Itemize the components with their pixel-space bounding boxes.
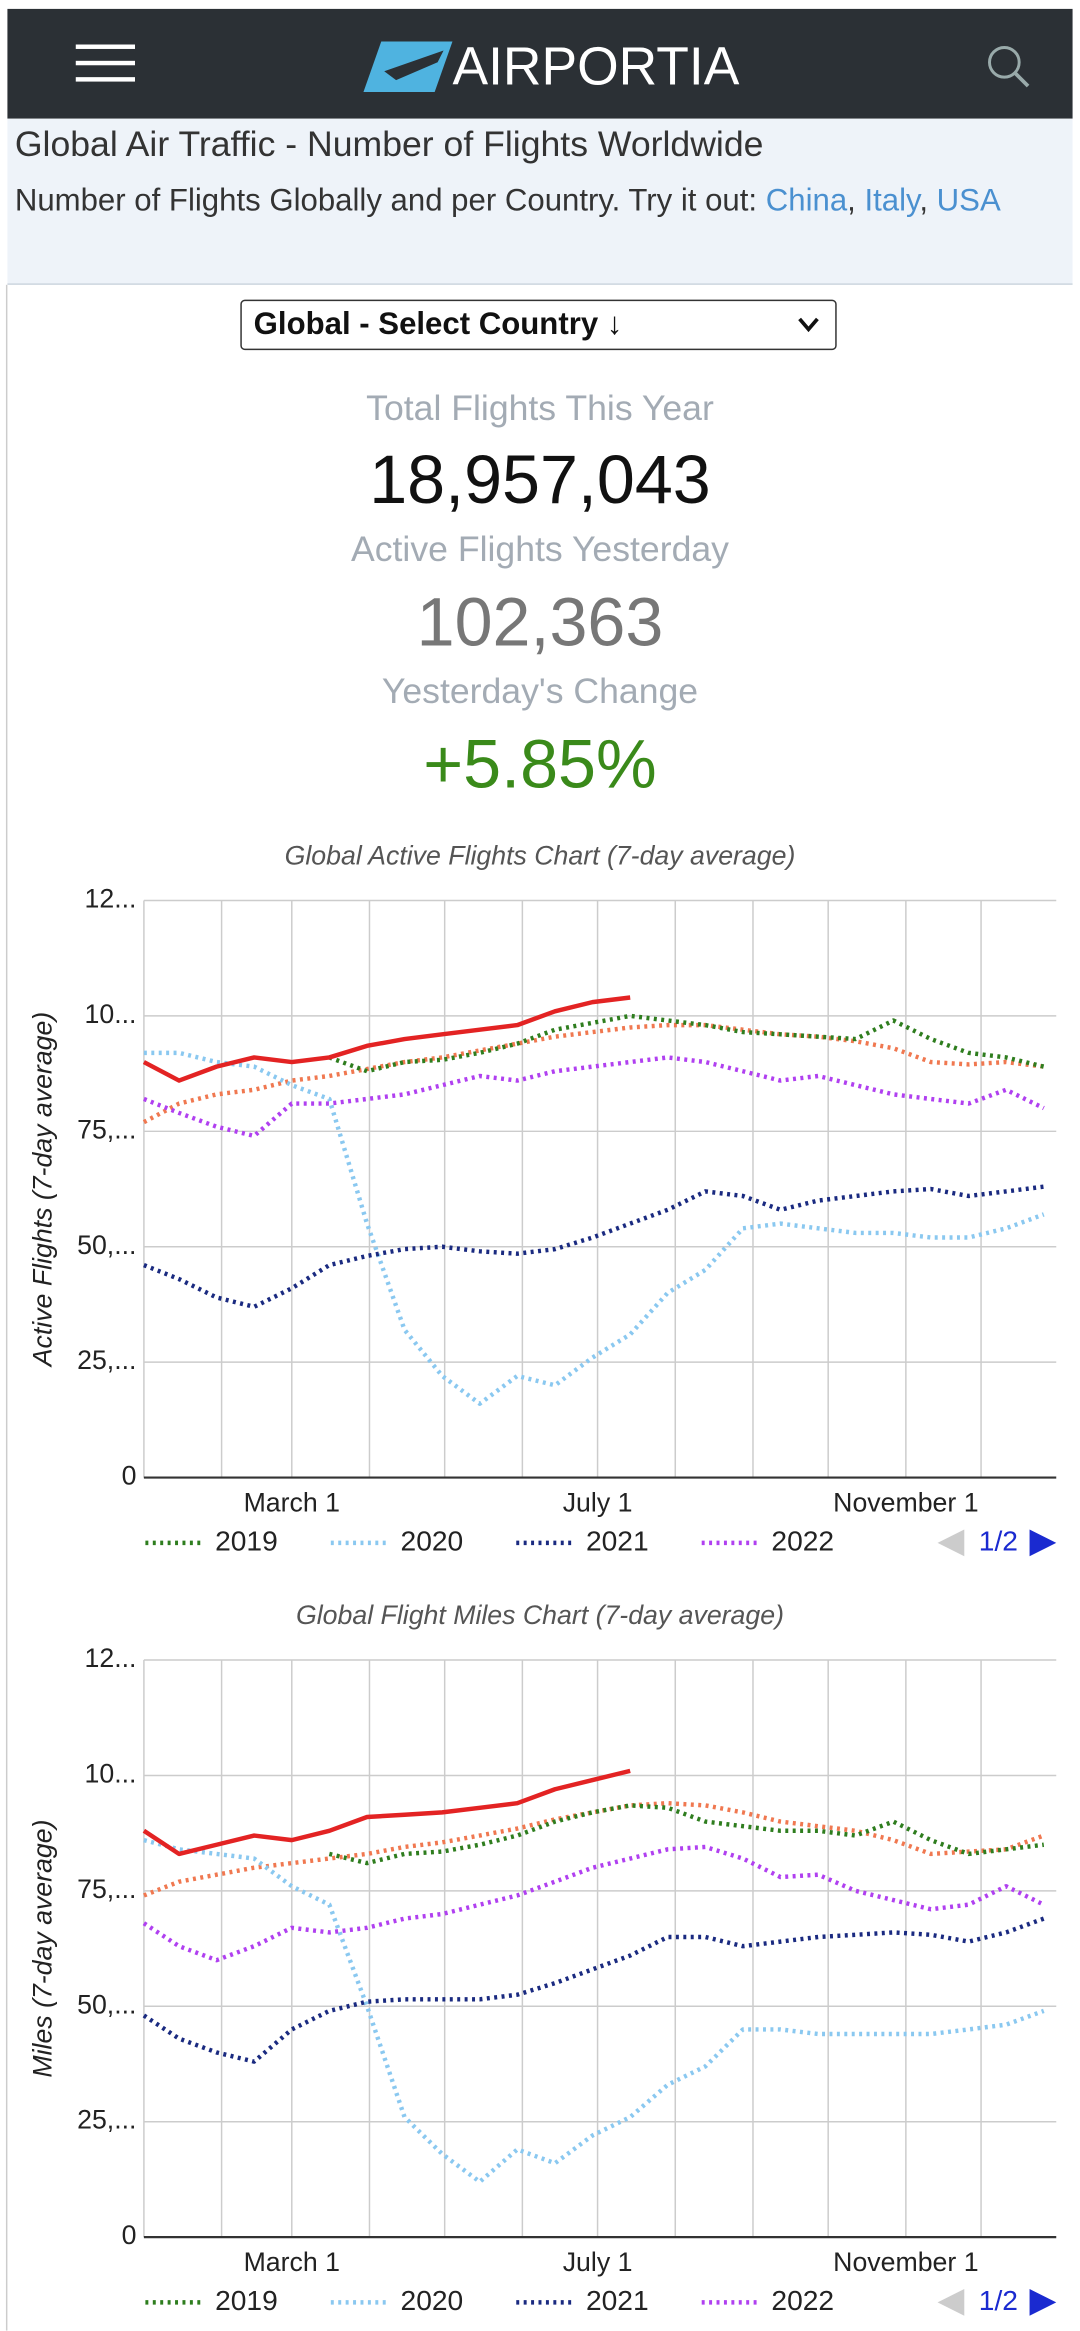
legend-label: 2020 <box>401 1524 464 1556</box>
stat-label: Active Flights Yesterday <box>350 529 730 570</box>
stat-value: 102,363 <box>416 583 664 661</box>
series-line <box>143 1800 1045 1898</box>
intro: Global Air Traffic - Number of Flights W… <box>7 118 1073 285</box>
page-subtitle: Number of Flights Globally and per Count… <box>15 178 1068 225</box>
separator: , <box>919 183 928 219</box>
series-line <box>328 1013 1045 1074</box>
select-arrow <box>798 317 819 333</box>
y-tick-label: 0 <box>122 2220 137 2250</box>
search-button[interactable] <box>984 42 1034 92</box>
country-link[interactable]: China <box>765 183 848 219</box>
country-link[interactable]: USA <box>936 183 1001 219</box>
y-tick-label: 75,... <box>77 1114 136 1144</box>
series-line <box>328 1803 1045 1866</box>
legend-label: 2021 <box>586 1524 649 1556</box>
y-tick-label: 0 <box>122 1461 137 1491</box>
x-tick-label: March 1 <box>244 2247 340 2277</box>
chart: Global Active Flights Chart (7-day avera… <box>28 841 1057 1557</box>
legend-next[interactable] <box>1029 2289 1057 2316</box>
chart-title: Global Active Flights Chart (7-day avera… <box>285 841 796 871</box>
stat-label: Yesterday's Change <box>381 672 699 713</box>
legend-prev[interactable] <box>937 2289 965 2316</box>
series-line <box>142 995 631 1083</box>
logo-text[interactable]: AIRPORTIA <box>452 35 740 97</box>
legend-label: 2020 <box>401 2284 464 2316</box>
chart: Global Flight Miles Chart (7-day average… <box>28 1600 1057 2316</box>
menu-button[interactable] <box>75 42 141 89</box>
series-line <box>142 1022 1045 1125</box>
legend-pager: 1/2 <box>979 1524 1018 1556</box>
legend-pager: 1/2 <box>979 2284 1018 2316</box>
legend-label: 2022 <box>771 1524 834 1556</box>
x-tick-label: March 1 <box>244 1487 340 1517</box>
x-tick-label: November 1 <box>833 2247 978 2277</box>
y-tick-label: 75,... <box>77 1874 136 1904</box>
stat-value: 18,957,043 <box>369 440 711 518</box>
y-tick-label: 10... <box>85 999 137 1029</box>
x-tick-label: November 1 <box>833 1487 978 1517</box>
series-line <box>142 1916 1045 2064</box>
chart-title: Global Flight Miles Chart (7-day average… <box>296 1600 784 1630</box>
border <box>5 284 8 2331</box>
y-tick-label: 50,... <box>77 1989 136 2019</box>
y-tick-label: 25,... <box>77 2105 136 2135</box>
y-axis-label: Miles (7-day average) <box>28 1820 58 2078</box>
stat-label: Total Flights This Year <box>366 388 714 429</box>
y-tick-label: 12... <box>85 884 137 914</box>
series-line <box>143 1055 1045 1139</box>
x-tick-label: July 1 <box>563 1487 633 1517</box>
country-select[interactable]: Global - Select Country ↓ <box>240 299 837 351</box>
legend-prev[interactable] <box>937 1529 965 1557</box>
legend-label: 2019 <box>215 1524 278 1556</box>
series-line <box>143 1837 1045 2185</box>
series-line <box>142 1844 1045 1963</box>
country-link[interactable]: Italy <box>864 183 920 219</box>
legend-next[interactable] <box>1029 1529 1057 1557</box>
y-tick-label: 12... <box>85 1643 137 1673</box>
subtitle-text: Number of Flights Globally and per Count… <box>14 183 758 219</box>
page-title: Global Air Traffic - Number of Flights W… <box>14 124 764 165</box>
series-line <box>142 1768 631 1857</box>
logo-icon <box>363 41 453 92</box>
y-tick-label: 10... <box>85 1758 137 1788</box>
legend-label: 2022 <box>771 2284 834 2316</box>
y-tick-label: 25,... <box>77 1345 136 1375</box>
header: AIRPORTIA <box>7 8 1073 119</box>
y-axis-label: Active Flights (7-day average) <box>28 1012 58 1369</box>
stat-value: +5.85% <box>423 725 657 803</box>
legend-label: 2019 <box>215 2284 278 2316</box>
legend-label: 2021 <box>586 2284 649 2316</box>
x-tick-label: July 1 <box>563 2247 633 2277</box>
series-line <box>143 1050 1045 1406</box>
select-label: Global - Select Country ↓ <box>253 307 623 342</box>
y-tick-label: 50,... <box>77 1230 136 1260</box>
separator: , <box>847 183 856 219</box>
